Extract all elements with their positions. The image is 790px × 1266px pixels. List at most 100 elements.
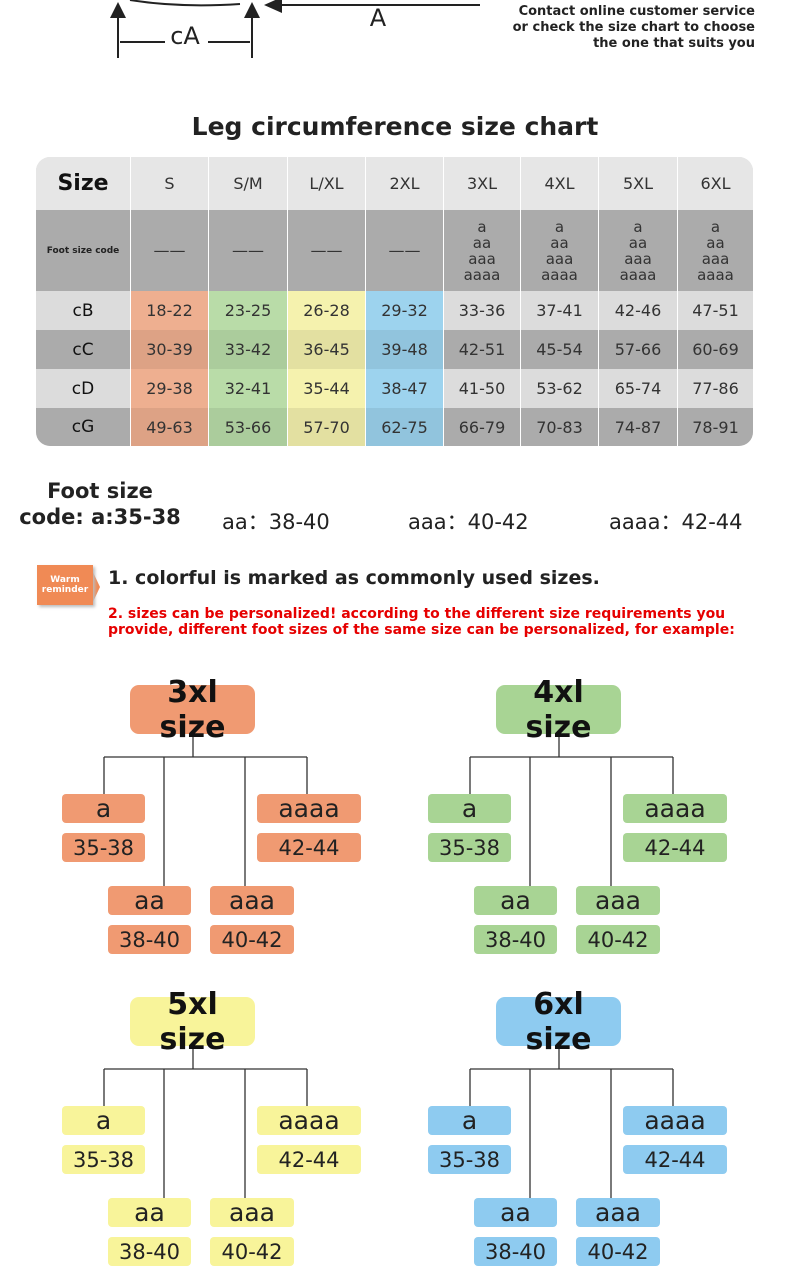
table-cell: 29-32: [365, 291, 443, 330]
table-cell: ——: [287, 210, 365, 291]
table-cell: 32-41: [208, 369, 287, 408]
leaf-range: 35-38: [62, 833, 145, 862]
table-cell: S/M: [208, 157, 287, 210]
leaf-range: 35-38: [428, 1145, 511, 1174]
arrow-head: [110, 2, 126, 18]
legend-item: aa：38-40: [222, 510, 330, 534]
table-cell: 57-66: [598, 330, 677, 369]
foot-code: aaa: [545, 249, 574, 268]
leaf-range: 40-42: [210, 925, 294, 954]
leaf-code: aa: [474, 1198, 557, 1227]
table-cell: 26-28: [287, 291, 365, 330]
reminder-badge: Warm reminder: [37, 565, 93, 605]
arrow-head: [244, 2, 260, 18]
contact-line: or check the size chart to choose: [512, 20, 755, 35]
leaf-range: 38-40: [474, 1237, 557, 1266]
table-cell: a aa aaa aaaa: [443, 210, 520, 291]
leaf-range: 38-40: [474, 925, 557, 954]
foot-code: aaa: [624, 249, 652, 268]
leaf-code: aaa: [210, 1198, 294, 1227]
table-cell: cD: [36, 369, 130, 408]
leaf-range: 40-42: [210, 1237, 294, 1266]
foot-code: aaaa: [463, 265, 501, 284]
table-cell: 2XL: [365, 157, 443, 210]
leaf-code: aaa: [576, 886, 660, 915]
table-cell: 3XL: [443, 157, 520, 210]
note: 1. colorful is marked as commonly used s…: [108, 567, 600, 589]
table-cell: 78-91: [677, 408, 753, 446]
table-cell: 53-66: [208, 408, 287, 446]
leaf-code: aaa: [210, 886, 294, 915]
table-cell: Size: [36, 157, 130, 210]
table-cell: cB: [36, 291, 130, 330]
leaf-code: aaaa: [623, 1106, 727, 1135]
note: 2. sizes can be personalized! according …: [108, 606, 735, 638]
table-cell: 33-36: [443, 291, 520, 330]
leaf-code: aaa: [576, 1198, 660, 1227]
size-table: Size S S/M L/XL 2XL 3XL 4XL 5XL 6XL Foot size cod…: [36, 157, 753, 446]
leaf-code: a: [428, 794, 511, 823]
table-cell: 37-41: [520, 291, 598, 330]
foot-code: aa: [472, 233, 492, 252]
leaf-range: 42-44: [623, 1145, 727, 1174]
table-cell: cG: [36, 408, 130, 446]
table-cell: 49-63: [130, 408, 208, 446]
table-cell: 18-22: [130, 291, 208, 330]
foot-code: aaaa: [697, 265, 734, 284]
leaf-code: aa: [474, 886, 557, 915]
foot-code: aa: [550, 233, 569, 252]
table-cell: 57-70: [287, 408, 365, 446]
legend-first: Foot size code: a:35-38: [10, 478, 190, 530]
foot-code: aa: [628, 233, 648, 252]
foot-code: a: [477, 217, 487, 236]
table-title: Leg circumference size chart: [191, 112, 599, 141]
leaf-code: aa: [108, 886, 191, 915]
table-cell: 60-69: [677, 330, 753, 369]
tree-title: 6xl size: [496, 987, 621, 1057]
leaf-range: 38-40: [108, 1237, 191, 1266]
table-cell: ——: [208, 210, 287, 291]
legend-item: aaa：40-42: [408, 510, 529, 534]
leaf-code: a: [62, 1106, 145, 1135]
table-cell: 65-74: [598, 369, 677, 408]
dim-label: cA: [170, 22, 200, 50]
foot-code: aaa: [701, 249, 730, 268]
table-cell: 42-46: [598, 291, 677, 330]
table-cell: 47-51: [677, 291, 753, 330]
table-cell: 45-54: [520, 330, 598, 369]
arrow-head: [264, 0, 282, 13]
foot-code: aa: [706, 233, 725, 252]
note-line: 2. sizes can be personalized! according …: [108, 606, 726, 622]
leaf-range: 42-44: [257, 833, 361, 862]
note-line: provide, different foot sizes of the sam…: [108, 622, 735, 638]
table-cell: 29-38: [130, 369, 208, 408]
table-cell: S: [130, 157, 208, 210]
leaf-range: 40-42: [576, 925, 660, 954]
table-cell: 77-86: [677, 369, 753, 408]
table-cell: 4XL: [520, 157, 598, 210]
table-cell: 5XL: [598, 157, 677, 210]
leaf-code: aa: [108, 1198, 191, 1227]
table-cell: a aa aaa aaaa: [598, 210, 677, 291]
foot-code: aaaa: [541, 265, 578, 284]
table-cell: 74-87: [598, 408, 677, 446]
table-cell: 38-47: [365, 369, 443, 408]
table-cell: 36-45: [287, 330, 365, 369]
contact-line: Contact online customer service: [518, 4, 755, 19]
contact-note: Contact online customer service or check …: [513, 4, 755, 52]
table-cell: 30-39: [130, 330, 208, 369]
lines: [92, 0, 674, 1198]
leaf-range: 40-42: [576, 1237, 660, 1266]
foot-code: a: [554, 217, 565, 236]
leaf-code: aaaa: [257, 1106, 361, 1135]
table-cell: 35-44: [287, 369, 365, 408]
legend-item: aaaa：42-44: [609, 510, 743, 534]
table-cell: a aa aaa aaaa: [677, 210, 753, 291]
leaf-code: a: [428, 1106, 511, 1135]
tree-title: 3xl size: [130, 675, 255, 745]
table-cell: 6XL: [677, 157, 753, 210]
table-cell: 66-79: [443, 408, 520, 446]
table-cell: 62-75: [365, 408, 443, 446]
outline: [129, 0, 241, 7]
leaf-range: 42-44: [257, 1145, 361, 1174]
